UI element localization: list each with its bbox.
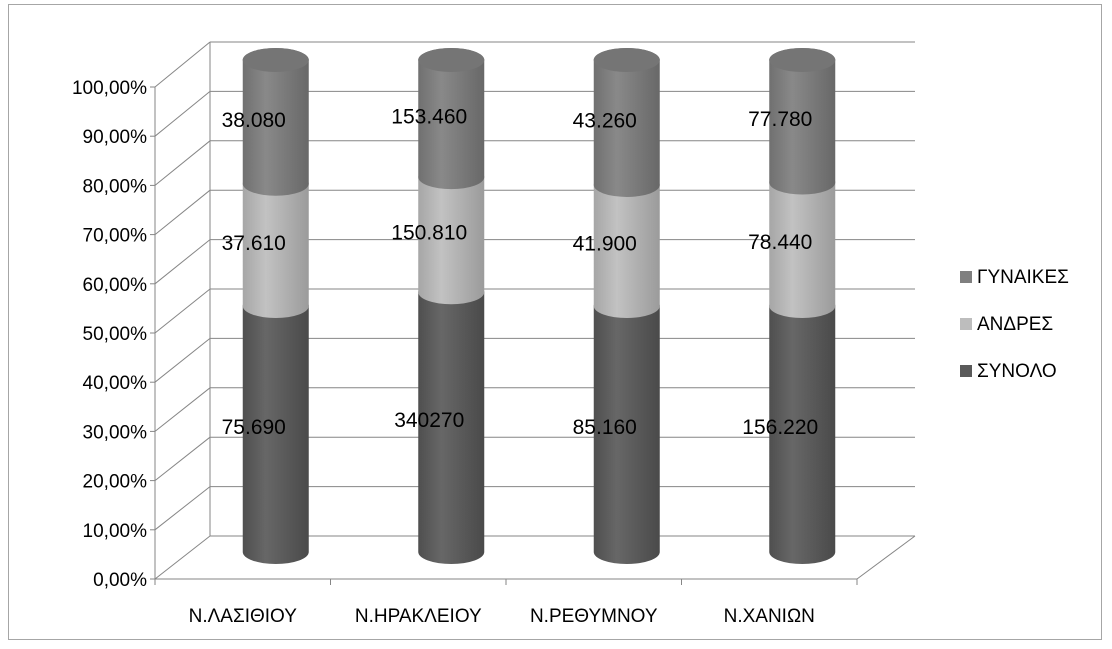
bar-segment: [418, 280, 485, 564]
data-label: 153.460: [391, 106, 467, 129]
y-tick-label: 90,00%: [83, 127, 148, 148]
y-tick-label: 50,00%: [83, 324, 148, 345]
bar-segment: [242, 48, 309, 196]
bar-segment: [418, 165, 485, 305]
bar-top-cap: [242, 48, 309, 72]
gridline-depth: [154, 535, 211, 580]
bar-segment: [593, 48, 660, 197]
gridline-depth: [154, 436, 211, 481]
bar-segment: [242, 171, 309, 318]
data-label: 75.690: [222, 416, 286, 439]
y-tick-label: 40,00%: [83, 373, 148, 394]
legend-swatch: [960, 365, 972, 377]
y-tick-label: 100,00%: [72, 78, 147, 99]
bar-segment: [593, 172, 660, 318]
y-tick-label: 10,00%: [83, 521, 148, 542]
legend-label: ΑΝΔΡΕΣ: [977, 314, 1053, 335]
bar-top-cap: [769, 48, 836, 72]
bar-segment: [769, 48, 836, 195]
gridline-depth: [154, 41, 211, 88]
bar-top-cap: [593, 48, 660, 72]
bar-segment: [593, 294, 660, 564]
bar-top-cap: [418, 48, 485, 72]
bar-segment: [242, 294, 309, 564]
y-tick-label: 30,00%: [83, 422, 148, 443]
legend-swatch: [960, 318, 972, 330]
x-tick-label: Ν.ΡΕΘΥΜΝΟΥ: [530, 606, 658, 627]
y-tick-label: 0,00%: [93, 570, 147, 591]
y-tick-label: 70,00%: [83, 226, 148, 247]
data-label: 156.220: [742, 416, 818, 439]
y-tick-label: 80,00%: [83, 176, 148, 197]
data-label: 37.610: [222, 232, 286, 255]
bar-segment: [769, 294, 836, 564]
data-label: 41.900: [573, 232, 637, 255]
bar-segment: [418, 48, 485, 190]
gridline-depth: [154, 91, 211, 137]
floor-right-edge: [856, 535, 916, 580]
x-tick-label: Ν.ΛΑΣΙΘΙΟΥ: [189, 606, 298, 627]
y-tick-label: 20,00%: [83, 472, 148, 493]
gridline-depth: [154, 189, 211, 235]
data-label: 85.160: [573, 416, 637, 439]
bar-segment: [769, 170, 836, 318]
data-label: 38.080: [222, 109, 286, 132]
gridline-depth: [154, 140, 211, 186]
x-tick-label: Ν.ΗΡΑΚΛΕΙΟΥ: [355, 606, 482, 627]
legend-swatch: [960, 271, 972, 283]
data-label: 340270: [394, 409, 464, 432]
data-label: 78.440: [748, 231, 812, 254]
legend-label: ΣΥΝΟΛΟ: [977, 361, 1057, 382]
x-tick-label: Ν.ΧΑΝΙΩΝ: [724, 606, 815, 627]
data-label: 150.810: [391, 222, 467, 245]
gridline-depth: [154, 387, 211, 432]
y-tick-label: 60,00%: [83, 275, 148, 296]
gridline-depth: [154, 239, 211, 285]
data-label: 43.260: [573, 109, 637, 132]
gridline-depth: [154, 338, 211, 383]
chart-frame: [8, 4, 1102, 640]
gridline-depth: [154, 486, 211, 531]
gridline-depth: [154, 288, 211, 334]
legend-label: ΓΥΝΑΙΚΕΣ: [977, 267, 1069, 288]
data-label: 77.780: [748, 108, 812, 131]
